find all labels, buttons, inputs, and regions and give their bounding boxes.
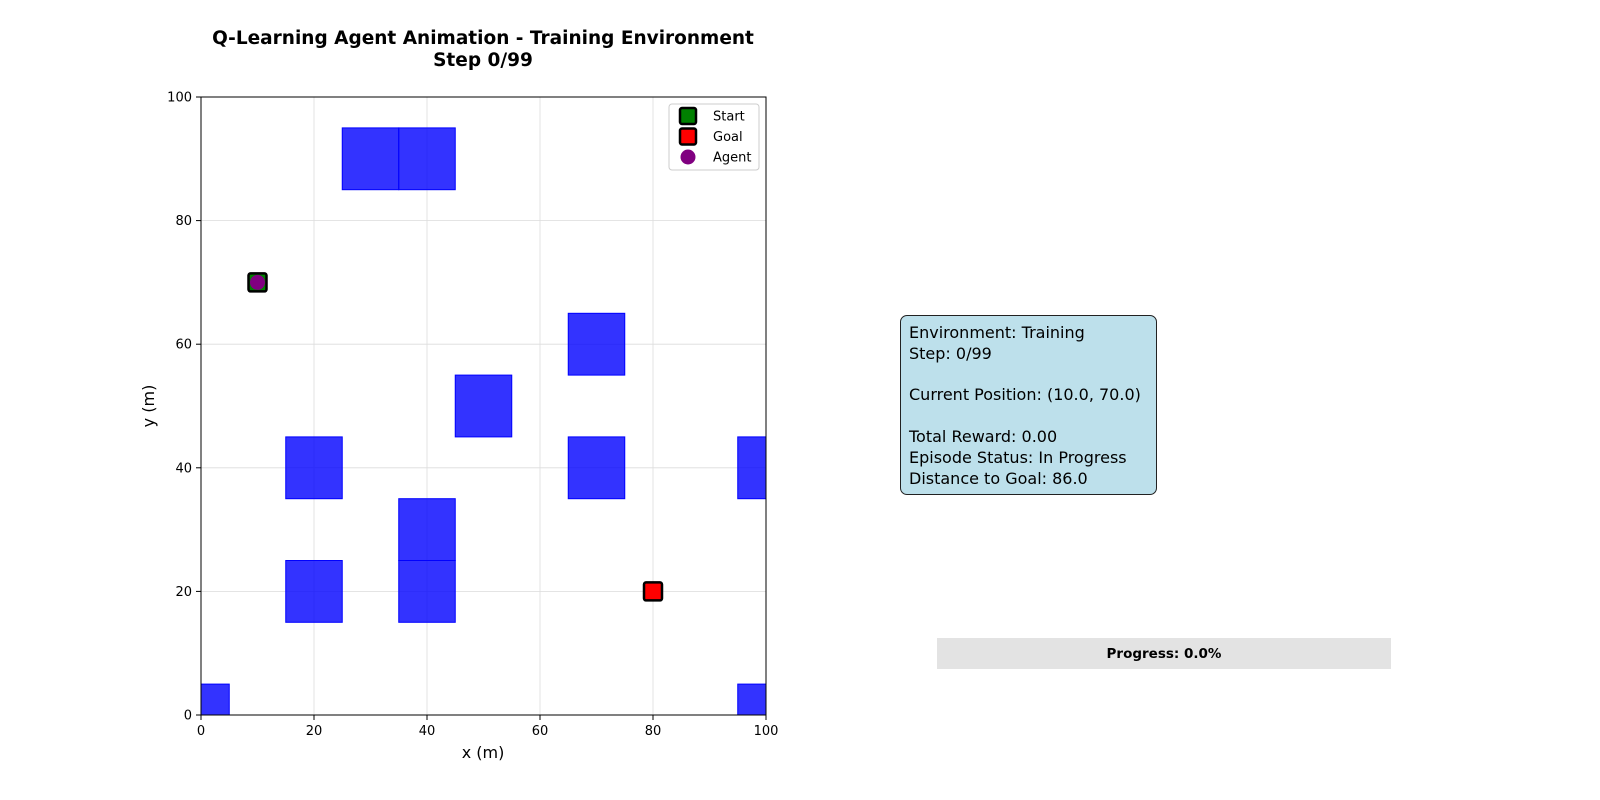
agent-marker	[250, 274, 265, 290]
info-line: Distance to Goal: 86.0	[909, 468, 1088, 488]
info-panel: Environment: Training Step: 0/99 Current P…	[900, 315, 1157, 495]
y-tick-label: 20	[175, 585, 192, 600]
legend-label-start: Start	[713, 110, 745, 125]
x-tick-label: 100	[754, 724, 779, 739]
obstacle-block	[567, 312, 626, 376]
info-line: Step: 0/99	[909, 343, 992, 363]
plot-frame	[200, 96, 767, 716]
info-line: Episode Status: In Progress	[909, 447, 1127, 467]
legend-label-goal: Goal	[713, 130, 743, 145]
info-line: Current Position: (10.0, 70.0)	[909, 385, 1141, 405]
progress-bar: Progress: 0.0%	[937, 638, 1391, 669]
obstacle-block	[737, 436, 766, 500]
info-spacer	[909, 406, 1148, 427]
x-tick-label: 20	[306, 724, 323, 739]
legend-marker-agent	[680, 149, 696, 165]
markers	[247, 272, 664, 602]
info-spacer	[909, 365, 1148, 386]
obstacle-block	[341, 127, 400, 191]
axis-ticks: 0 20 40 60 80 100 0 20 40 60 80 100	[167, 91, 778, 740]
obstacle-block	[398, 127, 456, 191]
y-tick-label: 80	[175, 214, 192, 229]
x-tick-label: 0	[197, 724, 205, 739]
x-tick-label: 40	[419, 724, 436, 739]
obstacle-block	[398, 560, 456, 623]
x-tick-label: 80	[645, 724, 662, 739]
info-line: Environment: Training	[909, 323, 1085, 342]
obstacle-block	[201, 683, 230, 715]
chart-subtitle: Step 0/99	[433, 50, 533, 71]
y-tick-label: 0	[184, 709, 192, 724]
obstacle-block	[567, 436, 626, 500]
legend: Start Goal Agent	[668, 103, 760, 171]
y-tick-label: 40	[175, 461, 192, 476]
info-line: Total Reward: 0.00	[909, 426, 1058, 446]
obstacle-block	[285, 436, 343, 500]
legend-label-agent: Agent	[713, 151, 751, 166]
goal-marker	[642, 581, 664, 602]
y-tick-label: 60	[175, 338, 192, 353]
progress-label: Progress: 0.0%	[1106, 645, 1222, 662]
obstacles	[201, 127, 766, 715]
y-tick-label: 100	[167, 91, 192, 106]
chart-title: Q-Learning Agent Animation - Training En…	[212, 28, 754, 49]
y-axis-label: y (m)	[139, 385, 158, 428]
obstacle-block	[737, 683, 766, 715]
x-tick-label: 60	[532, 724, 549, 739]
legend-marker-goal	[678, 127, 698, 146]
x-axis-label: x (m)	[462, 743, 505, 762]
legend-marker-start	[678, 106, 698, 126]
obstacle-block	[454, 374, 513, 438]
obstacle-block	[285, 560, 343, 623]
obstacle-block	[398, 498, 456, 562]
